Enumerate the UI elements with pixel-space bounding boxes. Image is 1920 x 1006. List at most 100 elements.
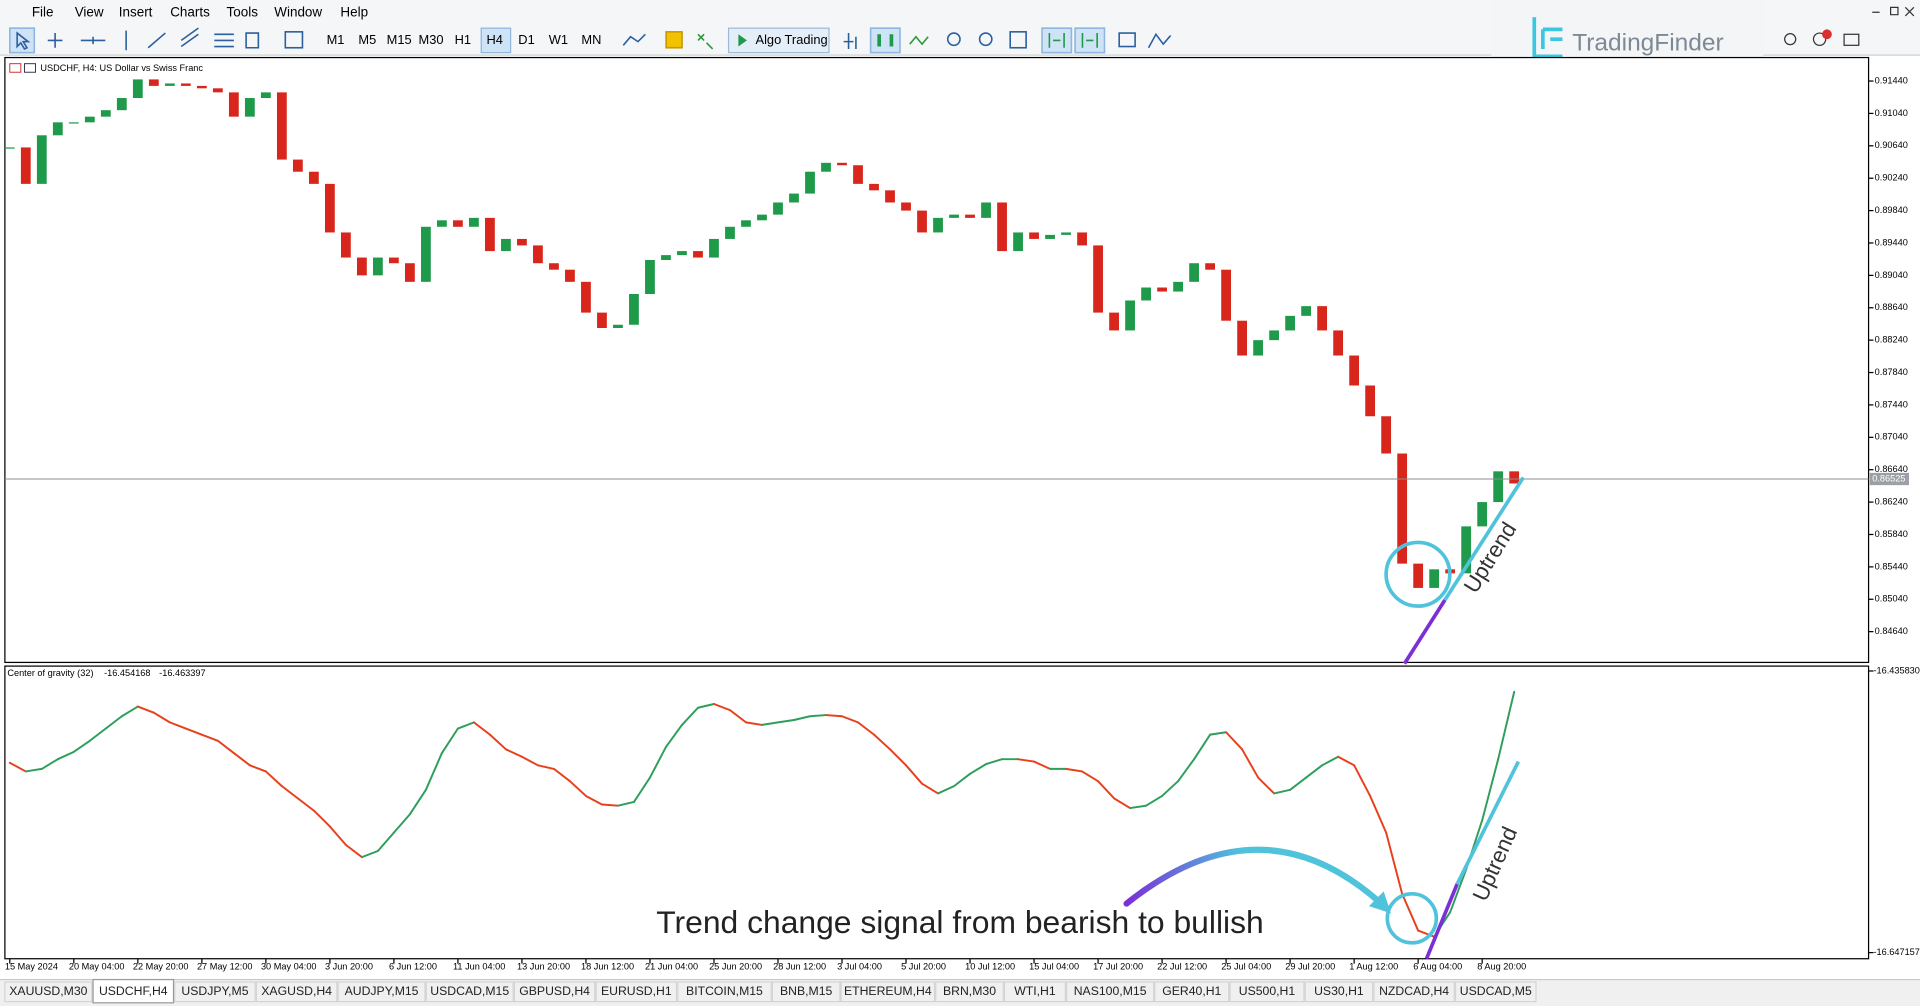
timeframe-button[interactable]: M30 [419,32,444,47]
x-tick-label: 25 Jul 04:00 [1221,962,1271,972]
symbol-tab[interactable] [1304,981,1374,1003]
menu-item[interactable]: Charts [170,4,210,19]
symbol-tab-label[interactable]: EURUSD,H1 [601,984,672,998]
symbol-tab-label[interactable]: USDCAD,M15 [430,984,509,998]
zoom-rect-icon[interactable] [284,31,304,49]
symbol-tab-label[interactable]: AUDJPY,M15 [345,984,419,998]
timeframe-button[interactable]: H4 [486,32,502,47]
symbol-tab-label[interactable]: BITCOIN,M15 [686,984,763,998]
x-tick-label: 8 Aug 20:00 [1477,962,1526,972]
symbol-tab[interactable] [1373,981,1455,1003]
screenshot-icon[interactable] [1118,32,1136,48]
timeframe-button[interactable]: M5 [358,32,376,47]
symbol-tab[interactable] [4,981,93,1003]
indicator-segment [761,721,779,726]
shapes-icon[interactable] [245,32,260,49]
autotrade-icon[interactable] [697,33,714,50]
timeframe-button[interactable]: M1 [327,32,345,47]
symbol-tab[interactable] [92,978,175,1004]
candle [1141,287,1151,301]
cursor-tool[interactable] [9,27,36,54]
timeframe-button[interactable]: W1 [549,32,568,47]
symbol-tab[interactable] [337,981,426,1003]
symbol-tab[interactable] [1454,981,1537,1003]
candle [292,159,303,172]
symbol-tab-label[interactable]: BNB,M15 [780,984,833,998]
symbol-tab-label[interactable]: USDCAD,M5 [1460,984,1532,998]
indicator-segment [1113,797,1132,810]
candles-tool[interactable] [869,27,901,54]
indicator-icon[interactable] [1147,32,1172,49]
shift-tool[interactable] [1074,27,1106,54]
menu-item[interactable]: Insert [119,4,153,19]
symbol-tab-label[interactable]: XAGUSD,H4 [261,984,332,998]
indicator-segment [72,739,91,753]
symbol-tab[interactable] [513,981,596,1003]
symbol-tab-label[interactable]: US500,H1 [1239,984,1296,998]
symbol-tab[interactable] [255,981,338,1003]
symbol-tab[interactable] [771,981,841,1003]
symbol-tab-label[interactable]: USDCHF,H4 [99,984,168,998]
indicator-segment [584,794,603,806]
symbol-tab[interactable] [425,981,514,1003]
chart-type-icon[interactable] [622,33,646,46]
x-tick-label: 25 Jun 20:00 [709,962,762,972]
x-tick-label: 13 Jun 20:00 [517,962,570,972]
symbol-tab-label[interactable]: GBPUSD,H4 [519,984,590,998]
symbol-tab[interactable] [595,981,678,1003]
candle [885,190,895,203]
candle [356,257,367,276]
symbol-tab[interactable] [840,981,936,1003]
menu-item[interactable]: Window [274,4,322,19]
line-chart-icon[interactable] [909,35,929,46]
candle [1189,263,1199,282]
chat-icon[interactable] [1843,33,1860,46]
timeframe-button[interactable]: H1 [455,32,471,47]
cursor-icon [16,31,31,51]
window-buttons[interactable] [1872,6,1915,17]
menu-item[interactable]: View [75,4,104,19]
candle [324,183,335,233]
symbol-tab-label[interactable]: US30,H1 [1314,984,1364,998]
timeframe-button[interactable]: D1 [518,32,534,47]
algo-trading-label[interactable]: Algo Trading [756,32,828,47]
zoom-in-icon[interactable] [946,32,961,47]
zoom-out-icon[interactable] [978,32,993,47]
symbol-tab-label[interactable]: ETHEREUM,H4 [844,984,932,998]
menu-item[interactable]: Tools [227,4,259,19]
symbol-tab[interactable] [174,981,256,1003]
symbol-tab[interactable] [1154,981,1230,1003]
menu-item[interactable]: Help [340,4,368,19]
fibo-icon[interactable] [214,33,234,48]
menu-item[interactable]: File [32,4,54,19]
tile-icon[interactable] [1009,31,1027,49]
channel-icon[interactable] [180,27,199,48]
notifications-icon[interactable] [1812,32,1827,46]
symbol-tab[interactable] [1066,981,1155,1003]
timeframe-button[interactable]: M15 [387,32,412,47]
symbol-tab-label[interactable]: NAS100,M15 [1074,984,1147,998]
symbol-tab[interactable] [935,981,1004,1003]
hline-icon[interactable] [80,36,106,45]
symbol-tab-label[interactable]: BRN,M30 [943,984,996,998]
symbol-tab[interactable] [677,981,772,1003]
candle [148,79,159,86]
timeframe-button[interactable]: MN [581,32,601,47]
symbol-tab-label[interactable]: USDJPY,M5 [181,984,248,998]
candle [1013,232,1023,252]
trendline-icon[interactable] [147,32,166,49]
symbol-tab[interactable] [1003,981,1067,1003]
symbol-tab-label[interactable]: GER40,H1 [1162,984,1221,998]
symbol-tab-label[interactable]: XAUUSD,M30 [9,984,87,998]
symbol-tab-label[interactable]: WTI,H1 [1014,984,1056,998]
bars-icon[interactable] [843,33,857,49]
indicator-segment [328,825,347,846]
candle [997,202,1007,252]
search-icon[interactable] [1784,33,1797,46]
crosshair-icon[interactable] [47,33,63,48]
y-tick-label: 0.84640 [1875,626,1908,636]
symbol-tab-label[interactable]: NZDCAD,H4 [1379,984,1449,998]
trade-icon[interactable] [665,31,683,49]
x-tick-label: 22 Jul 12:00 [1157,962,1207,972]
symbol-tab[interactable] [1229,981,1305,1003]
